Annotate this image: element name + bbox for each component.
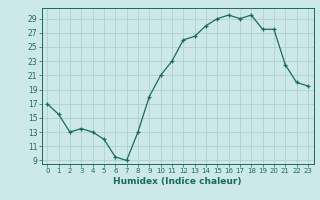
X-axis label: Humidex (Indice chaleur): Humidex (Indice chaleur) (113, 177, 242, 186)
